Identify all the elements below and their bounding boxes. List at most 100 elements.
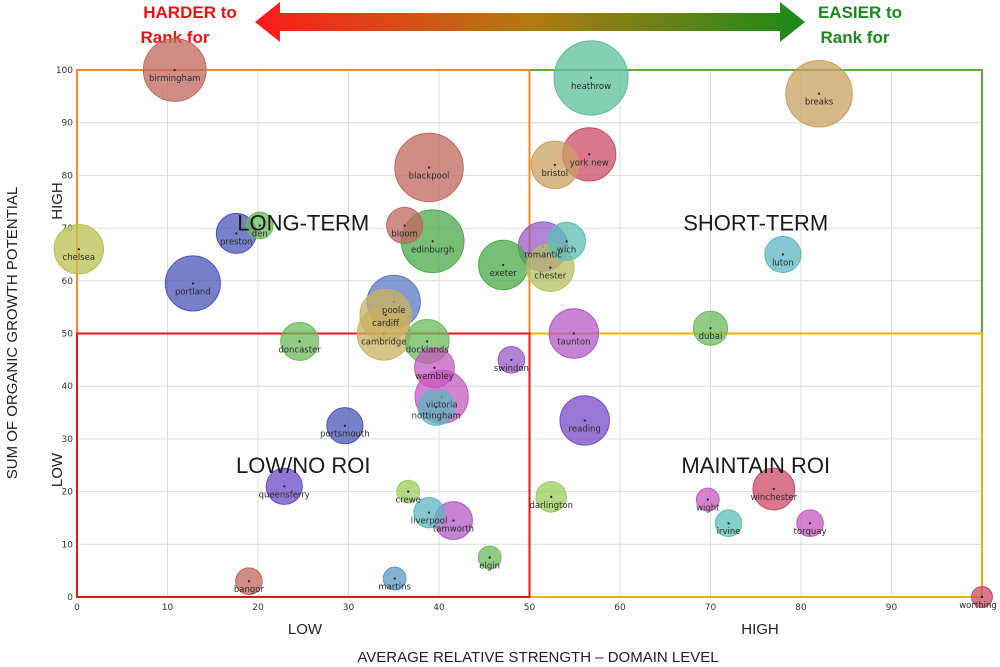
bubble-label: irvine: [717, 527, 741, 537]
bubble-center-dot: [549, 266, 552, 269]
bubble-label: chester: [534, 272, 566, 282]
bubble-label: liverpool: [411, 517, 448, 527]
bubbles: heathrow blackpool breaks birmingham edinbur…: [53, 38, 997, 611]
difficulty-arrow-group: [255, 2, 805, 42]
bubble-label: winchester: [751, 493, 798, 503]
bubble-center-dot: [502, 263, 505, 267]
bubble-center-dot: [553, 163, 556, 166]
bubble-center-dot: [191, 282, 194, 285]
bubble-label: elgin: [479, 561, 500, 571]
x-axis-low-label: LOW: [288, 621, 323, 638]
bubble-label: victoria: [426, 401, 458, 411]
bubble-center-dot: [384, 313, 387, 317]
bubble-label: york new: [570, 158, 609, 168]
bubble-center-dot: [298, 340, 301, 343]
bubble-label: blackpool: [409, 171, 450, 181]
bubble-center-dot: [589, 76, 593, 80]
bubble-center-dot: [247, 580, 251, 583]
bubble-center-dot: [572, 332, 575, 335]
bubble-label: wich: [557, 245, 576, 255]
bubble-label: luton: [772, 258, 794, 268]
bubble-center-dot: [818, 92, 821, 95]
bubble-label: doncaster: [278, 345, 321, 355]
bubble-label: crewe: [396, 496, 421, 506]
y-tick-label: 20: [62, 488, 74, 498]
y-tick-label: 80: [62, 171, 74, 181]
bubble-label: poole: [382, 306, 405, 316]
bubble-label: martins: [378, 583, 411, 593]
bubble-label: exeter: [490, 269, 518, 279]
bubble-center-dot: [488, 556, 491, 559]
quadrant-border: [76, 69, 531, 335]
bubble-center-dot: [173, 68, 176, 72]
bubble-center-dot: [426, 340, 429, 343]
bubble-label: romantic: [524, 251, 562, 261]
bubble-center-dot: [431, 240, 434, 243]
x-tick-label: 10: [162, 603, 174, 613]
x-axis-title: AVERAGE RELATIVE STRENGTH – DOMAIN LEVEL: [357, 649, 718, 666]
easier-label-line2: Rank for: [821, 28, 890, 47]
quadrant-borders: [76, 69, 983, 598]
quadrant-label: SHORT-TERM: [683, 211, 828, 236]
bubble-center-dot: [403, 224, 406, 227]
bubble-center-dot: [77, 248, 80, 251]
y-tick-label: 40: [62, 382, 74, 392]
y-tick-label: 50: [62, 330, 74, 340]
y-tick-label: 100: [56, 66, 73, 76]
bubble-label: cardiff: [372, 319, 400, 329]
easier-label-line1: EASIER to: [818, 3, 902, 22]
y-axis-ticks: 0102030405060708090100: [56, 66, 73, 603]
bubble-center-dot: [435, 406, 438, 409]
bubble-label: wembley: [415, 372, 453, 382]
bubble-center-dot: [980, 595, 984, 599]
harder-label-line1: HARDER to: [143, 3, 237, 22]
bubble-label: tamworth: [433, 525, 474, 535]
bubble-label: darlington: [529, 501, 573, 511]
bubble-center-dot: [510, 358, 513, 361]
bubble-center-dot: [452, 519, 455, 522]
bubble-center-dot: [565, 240, 568, 243]
quadrant-labels: LONG-TERM SHORT-TERM LOW/NO ROI MAINTAIN RO…: [236, 211, 830, 478]
bubble-label: portland: [175, 287, 211, 297]
quadrant-label: LONG-TERM: [237, 211, 369, 236]
y-axis-title: SUM OF ORGANIC GROWTH POTENTIAL: [4, 187, 21, 480]
bubble-center-dot: [407, 490, 410, 493]
bubble-label: cambridge: [361, 338, 406, 348]
bubble-label: docklands: [406, 345, 450, 355]
bubble-center-dot: [588, 153, 591, 156]
bubble-center-dot: [258, 224, 261, 227]
bubble-center-dot: [706, 498, 709, 501]
harder-label-line2: Rank for: [141, 28, 210, 47]
x-tick-label: 40: [433, 603, 445, 613]
difficulty-arrow: [255, 2, 805, 42]
bubble-center-dot: [808, 522, 812, 525]
x-tick-label: 80: [795, 603, 807, 613]
quadrant-label: LOW/NO ROI: [236, 453, 370, 478]
x-axis-ticks: 0 10 20 30 40 50 60 70 80 90: [74, 603, 897, 613]
bubble-label: heathrow: [571, 82, 611, 92]
bubble-label: reading: [569, 424, 601, 434]
x-tick-label: 60: [614, 603, 626, 613]
x-axis-high-label: HIGH: [741, 621, 779, 638]
bubble-center-dot: [433, 366, 436, 369]
bubble-center-dot: [343, 424, 346, 427]
bubble-label: torquay: [794, 527, 827, 537]
bubble-label: chelsea: [63, 253, 96, 263]
y-tick-label: 60: [62, 277, 74, 287]
bubble-label: portsmouth: [320, 430, 369, 440]
y-axis-high-label: HIGH: [49, 182, 66, 220]
bubble-center-dot: [727, 522, 730, 525]
y-tick-label: 30: [62, 435, 74, 445]
bubble-label: edinburgh: [411, 245, 454, 255]
bubble-label: queensferry: [259, 490, 310, 500]
x-tick-label: 90: [886, 603, 898, 613]
y-tick-label: 90: [62, 119, 74, 129]
bubble-label: preston: [220, 237, 252, 247]
bubble-center-dot: [283, 485, 286, 488]
y-tick-label: 10: [62, 540, 74, 550]
bubble-label: birmingham: [149, 74, 200, 84]
bubble-center-dot: [583, 419, 586, 422]
bubble-label: wight: [696, 504, 720, 514]
x-tick-label: 20: [252, 603, 264, 613]
bubble-center-dot: [235, 232, 238, 235]
